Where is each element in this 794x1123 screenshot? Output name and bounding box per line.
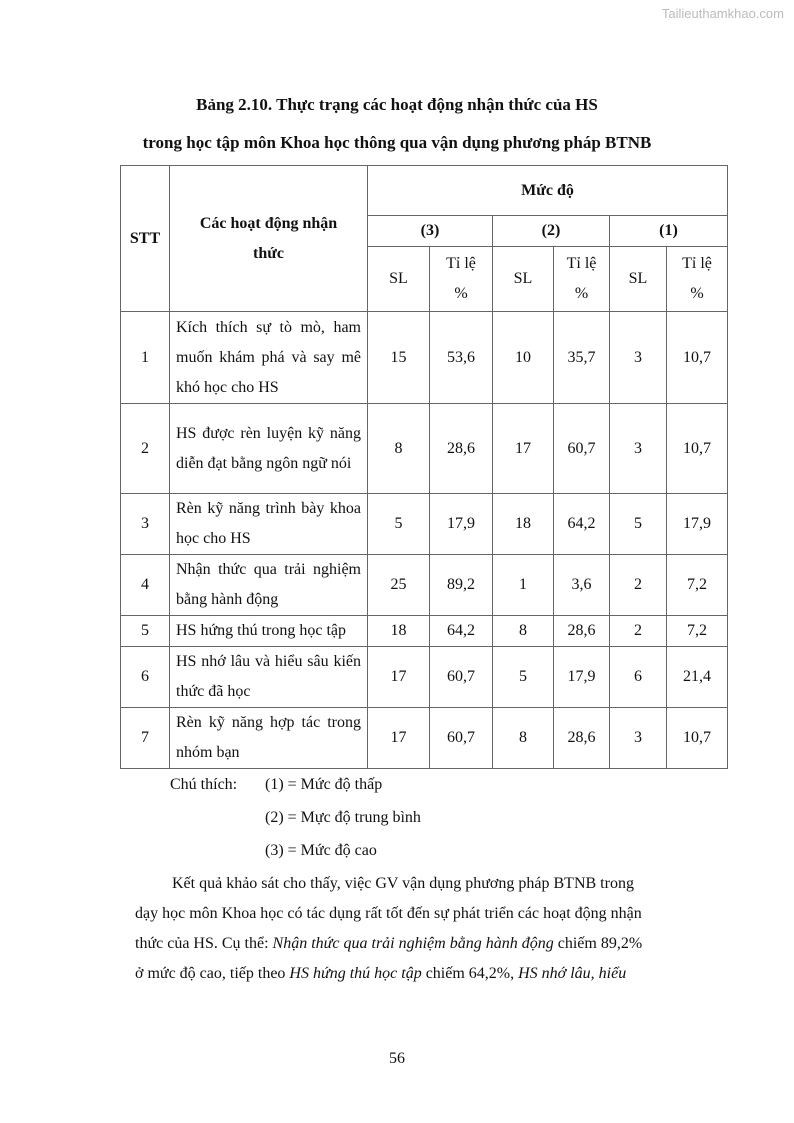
italic-text: HS nhớ lâu, hiểu: [518, 965, 627, 982]
row-value: 5: [609, 493, 667, 555]
notes-label: Chú thích:: [170, 776, 238, 793]
row-value: 10: [492, 311, 554, 404]
row-value: 21,4: [666, 646, 728, 708]
header-sl: SL: [492, 246, 554, 312]
row-value: 5: [492, 646, 554, 708]
header-ratio: Tỉ lệ %: [553, 246, 610, 312]
row-value: 3: [609, 311, 667, 404]
row-value: 8: [492, 707, 554, 769]
row-value: 18: [492, 493, 554, 555]
table-row: 1 Kích thích sự tò mò, ham muốn khám phá…: [120, 311, 728, 404]
italic-text: HS hứng thú học tập: [289, 965, 422, 982]
text: Kết quả khảo sát cho thấy, việc GV vận d…: [172, 875, 634, 892]
text: ở mức độ cao, tiếp theo: [135, 965, 290, 982]
watermark: Tailieuthamkhao.com: [661, 6, 784, 21]
row-value: 60,7: [553, 403, 610, 494]
row-value: 7,2: [666, 615, 728, 647]
table-row: 7 Rèn kỹ năng hợp tác trong nhóm bạn 17 60…: [120, 707, 728, 769]
row-value: 60,7: [429, 707, 493, 769]
row-stt: 3: [120, 493, 170, 555]
row-activity: HS hứng thú trong học tập: [169, 615, 368, 647]
note-item: (3) = Mức độ cao: [265, 842, 377, 859]
row-value: 2: [609, 554, 667, 616]
table-row: 3 Rèn kỹ năng trình bày khoa học cho HS 5…: [120, 493, 728, 555]
paragraph-line: Kết quả khảo sát cho thấy, việc GV vận d…: [172, 875, 718, 893]
table-row: 6 HS nhớ lâu và hiểu sâu kiến thức đã họ…: [120, 646, 728, 708]
text: thức của HS. Cụ thể: Nhận thức qua trải …: [135, 935, 642, 953]
row-value: 17,9: [429, 493, 493, 555]
row-value: 3,6: [553, 554, 610, 616]
header-stt: STT: [120, 165, 170, 312]
row-activity: HS được rèn luyện kỹ năng diễn đạt bằng …: [169, 403, 368, 494]
row-value: 60,7: [429, 646, 493, 708]
row-value: 3: [609, 707, 667, 769]
row-value: 28,6: [553, 707, 610, 769]
page-number: 56: [389, 1050, 405, 1067]
row-value: 25: [367, 554, 430, 616]
text: ở mức độ cao, tiếp theo HS hứng thú học …: [135, 965, 626, 983]
row-activity: Rèn kỹ năng hợp tác trong nhóm bạn: [169, 707, 368, 769]
note-item: (2) = Mực độ trung bình: [265, 809, 421, 826]
row-stt: 5: [120, 615, 170, 647]
header-level: Mức độ: [367, 165, 728, 216]
row-value: 28,6: [553, 615, 610, 647]
row-value: 17,9: [666, 493, 728, 555]
row-value: 28,6: [429, 403, 493, 494]
row-value: 17,9: [553, 646, 610, 708]
paragraph-line: ở mức độ cao, tiếp theo HS hứng thú học …: [135, 965, 718, 983]
row-value: 15: [367, 311, 430, 404]
table-row: 4 Nhận thức qua trải nghiệm bằng hành độ…: [120, 554, 728, 616]
row-activity: Rèn kỹ năng trình bày khoa học cho HS: [169, 493, 368, 555]
row-activity: Nhận thức qua trải nghiệm bằng hành động: [169, 554, 368, 616]
header-level-1: (1): [609, 215, 728, 247]
text: thức của HS. Cụ thể:: [135, 935, 273, 952]
table-title-line2: trong học tập môn Khoa học thông qua vận…: [142, 133, 652, 152]
row-stt: 4: [120, 554, 170, 616]
row-value: 5: [367, 493, 430, 555]
italic-text: Nhận thức qua trải nghiệm bằng hành động: [272, 935, 554, 952]
row-value: 89,2: [429, 554, 493, 616]
row-stt: 6: [120, 646, 170, 708]
text: chiếm 89,2%: [553, 935, 643, 952]
paragraph-line: thức của HS. Cụ thể: Nhận thức qua trải …: [135, 935, 718, 953]
row-value: 6: [609, 646, 667, 708]
text: chiếm 64,2%,: [421, 965, 519, 982]
row-value: 53,6: [429, 311, 493, 404]
header-activity: Các hoạt động nhận thức: [169, 165, 368, 312]
data-table: STT Các hoạt động nhận thức Mức độ (3) (…: [120, 165, 728, 769]
row-value: 1: [492, 554, 554, 616]
row-stt: 1: [120, 311, 170, 404]
text: dạy học môn Khoa học có tác dụng rất tốt…: [135, 905, 642, 922]
header-level-2: (2): [492, 215, 610, 247]
row-value: 8: [367, 403, 430, 494]
table-row: 5 HS hứng thú trong học tập 18 64,2 8 28,6 2 7…: [120, 615, 728, 647]
header-ratio: Tỉ lệ %: [429, 246, 493, 312]
row-value: 8: [492, 615, 554, 647]
paragraph-line: dạy học môn Khoa học có tác dụng rất tốt…: [135, 905, 718, 923]
row-value: 17: [367, 707, 430, 769]
row-stt: 7: [120, 707, 170, 769]
row-value: 10,7: [666, 707, 728, 769]
row-value: 18: [367, 615, 430, 647]
row-value: 17: [492, 403, 554, 494]
row-activity: HS nhớ lâu và hiểu sâu kiến thức đã học: [169, 646, 368, 708]
row-value: 7,2: [666, 554, 728, 616]
row-value: 17: [367, 646, 430, 708]
row-value: 10,7: [666, 403, 728, 494]
row-stt: 2: [120, 403, 170, 494]
note-item: (1) = Mức độ thấp: [265, 776, 383, 793]
header-sl: SL: [367, 246, 430, 312]
row-value: 10,7: [666, 311, 728, 404]
header-ratio: Tỉ lệ %: [666, 246, 728, 312]
row-activity: Kích thích sự tò mò, ham muốn khám phá v…: [169, 311, 368, 404]
row-value: 64,2: [553, 493, 610, 555]
header-sl: SL: [609, 246, 667, 312]
header-level-3: (3): [367, 215, 493, 247]
row-value: 64,2: [429, 615, 493, 647]
table-row: 2 HS được rèn luyện kỹ năng diễn đạt bằn…: [120, 403, 728, 494]
row-value: 2: [609, 615, 667, 647]
row-value: 3: [609, 403, 667, 494]
row-value: 35,7: [553, 311, 610, 404]
table-title-line1: Bảng 2.10. Thực trạng các hoạt động nhận…: [196, 95, 598, 114]
